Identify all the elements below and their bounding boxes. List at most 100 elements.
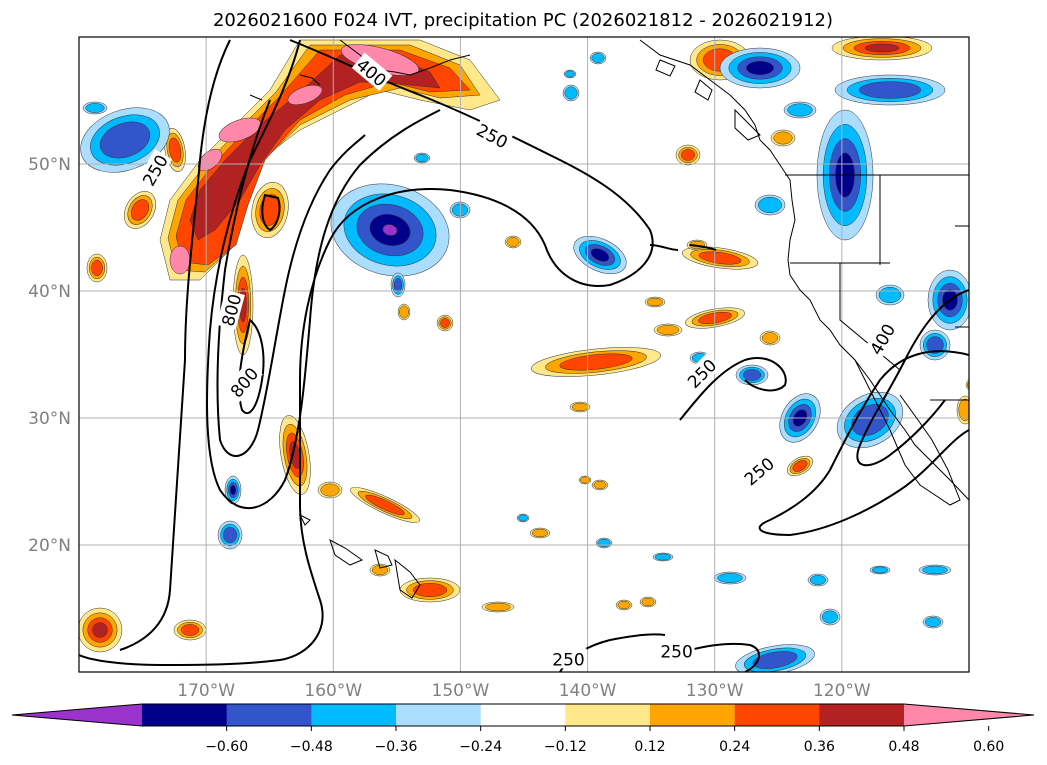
colorbar-tick-label: −0.48: [290, 739, 333, 755]
colorbar-extend-low: [12, 704, 142, 726]
coastline-segment: [734, 108, 761, 141]
pc-negative-patch: [564, 86, 578, 100]
pc-positive-patch: [761, 332, 779, 344]
contour-label-bg: [224, 361, 263, 403]
colorbar-tick-label: −0.36: [375, 739, 418, 755]
lon-tick-label: 150°W: [432, 681, 490, 701]
ivt-contour-line: [79, 39, 654, 667]
pc-negative-patch: [758, 196, 782, 214]
colorbar-segment: [819, 704, 905, 726]
pc-negative-patch: [809, 575, 827, 585]
ivt-contour-line: [758, 350, 969, 537]
pc-negative-patch: [597, 538, 611, 548]
pc-negative-patch: [746, 60, 774, 76]
colorbar-segment: [142, 704, 228, 726]
contour-label-bg: [658, 640, 695, 661]
coastline-segment: [694, 79, 713, 101]
ivt-contour-line: [689, 244, 717, 251]
colorbar-segment: [480, 704, 566, 726]
lon-tick-label: 140°W: [559, 681, 617, 701]
colorbar: [11, 703, 1035, 727]
pc-positive-patch: [169, 245, 191, 275]
lat-tick-label: 20°N: [28, 536, 71, 556]
coastline-segment: [955, 225, 969, 328]
contour-label: 250: [552, 650, 584, 670]
pc-positive-patch: [617, 600, 631, 610]
lon-tick-label: 120°W: [813, 681, 871, 701]
pc-positive-patch: [571, 402, 589, 412]
colorbar-segment: [650, 704, 736, 726]
pc-positive-patch: [641, 597, 655, 607]
pc-positive-patch: [580, 476, 590, 484]
colorbar-segment: [226, 704, 312, 726]
colorbar-tick-label: 0.48: [888, 739, 919, 755]
pc-positive-patch: [399, 305, 409, 319]
ivt-contour-line: [679, 357, 787, 421]
pc-negative-patch: [878, 286, 902, 304]
coastline-segment: [655, 59, 676, 77]
lat-tick-label: 30°N: [28, 409, 71, 429]
pc-negative-patch: [654, 553, 672, 561]
lon-tick-label: 170°W: [177, 681, 235, 701]
pc-positive-patch: [320, 483, 340, 497]
pc-positive-patch: [646, 297, 664, 307]
pc-positive-patch: [130, 199, 150, 221]
pc-positive-patch: [440, 318, 450, 328]
pc-positive-patch: [531, 528, 549, 538]
chart-title: 2026021600 F024 IVT, precipitation PC (2…: [213, 10, 833, 31]
coastline-segment: [854, 359, 961, 506]
pc-positive-patch: [485, 602, 511, 612]
pc-positive-patch: [92, 622, 108, 638]
coastline-segment: [639, 39, 969, 501]
colorbar-segment: [311, 704, 397, 726]
pc-positive-patch: [506, 237, 520, 247]
lat-tick-label: 40°N: [28, 282, 71, 302]
colorbar-tick-label: 0.12: [634, 739, 665, 755]
pc-negative-patch: [591, 53, 605, 63]
colorbar-tick-labels: −0.60 −0.48 −0.36 −0.24 −0.12 0.12 0.24 0.36 0.4…: [205, 726, 1004, 755]
pc-positive-patch: [371, 565, 389, 575]
pc-negative-patch: [742, 369, 762, 381]
ivt-contour-line: [689, 642, 760, 672]
contour-label-bg: [738, 451, 779, 490]
pc-positive-patch: [365, 494, 405, 516]
pc-negative-patch: [99, 121, 151, 159]
lon-tick-label: 160°W: [304, 681, 362, 701]
pc-negative-patch: [717, 573, 743, 583]
contour-label-bg: [864, 318, 900, 360]
ivt-contour-line: [119, 39, 231, 651]
colorbar-tick-label: −0.12: [544, 739, 587, 755]
pc-positive-patch: [958, 398, 969, 422]
pc-negative-patch: [415, 153, 429, 163]
pc-positive-patch: [864, 43, 900, 53]
coastline-segment: [374, 549, 393, 569]
ivt-contour-line: [216, 99, 366, 457]
ivt-contour-line: [238, 318, 265, 415]
pc-positive-patch: [681, 149, 695, 161]
coastline-segment: [394, 558, 421, 599]
ivt-contour-line: [856, 289, 969, 467]
coastline-segment: [298, 513, 311, 526]
contour-label-bg: [216, 289, 245, 330]
colorbar-tick-label: 0.36: [804, 739, 835, 755]
contour-label-bg: [681, 353, 722, 393]
pc-negative-patch: [223, 526, 237, 544]
pc-negative-patch: [871, 566, 889, 574]
pc-positive-patch: [593, 480, 607, 490]
pc-negative-patch: [787, 103, 813, 117]
colorbar-segment: [734, 704, 820, 726]
pc-negative-patch: [922, 565, 948, 575]
latitude-tick-labels: 20°N 30°N 40°N 50°N: [28, 155, 71, 556]
coastline-segment: [329, 538, 364, 566]
pc-positive-patch: [698, 251, 742, 265]
ivt-contour-line: [261, 193, 281, 232]
pc-negative-patch: [924, 617, 942, 627]
pc-negative-patch: [590, 248, 610, 262]
coastline-segment: [249, 94, 263, 101]
pc-positive-patch: [773, 131, 793, 145]
pc-positive-patch: [168, 137, 182, 163]
colorbar-outline: [11, 703, 1035, 727]
pc-negative-patch: [926, 336, 944, 354]
contour-label-bg: [136, 149, 173, 191]
